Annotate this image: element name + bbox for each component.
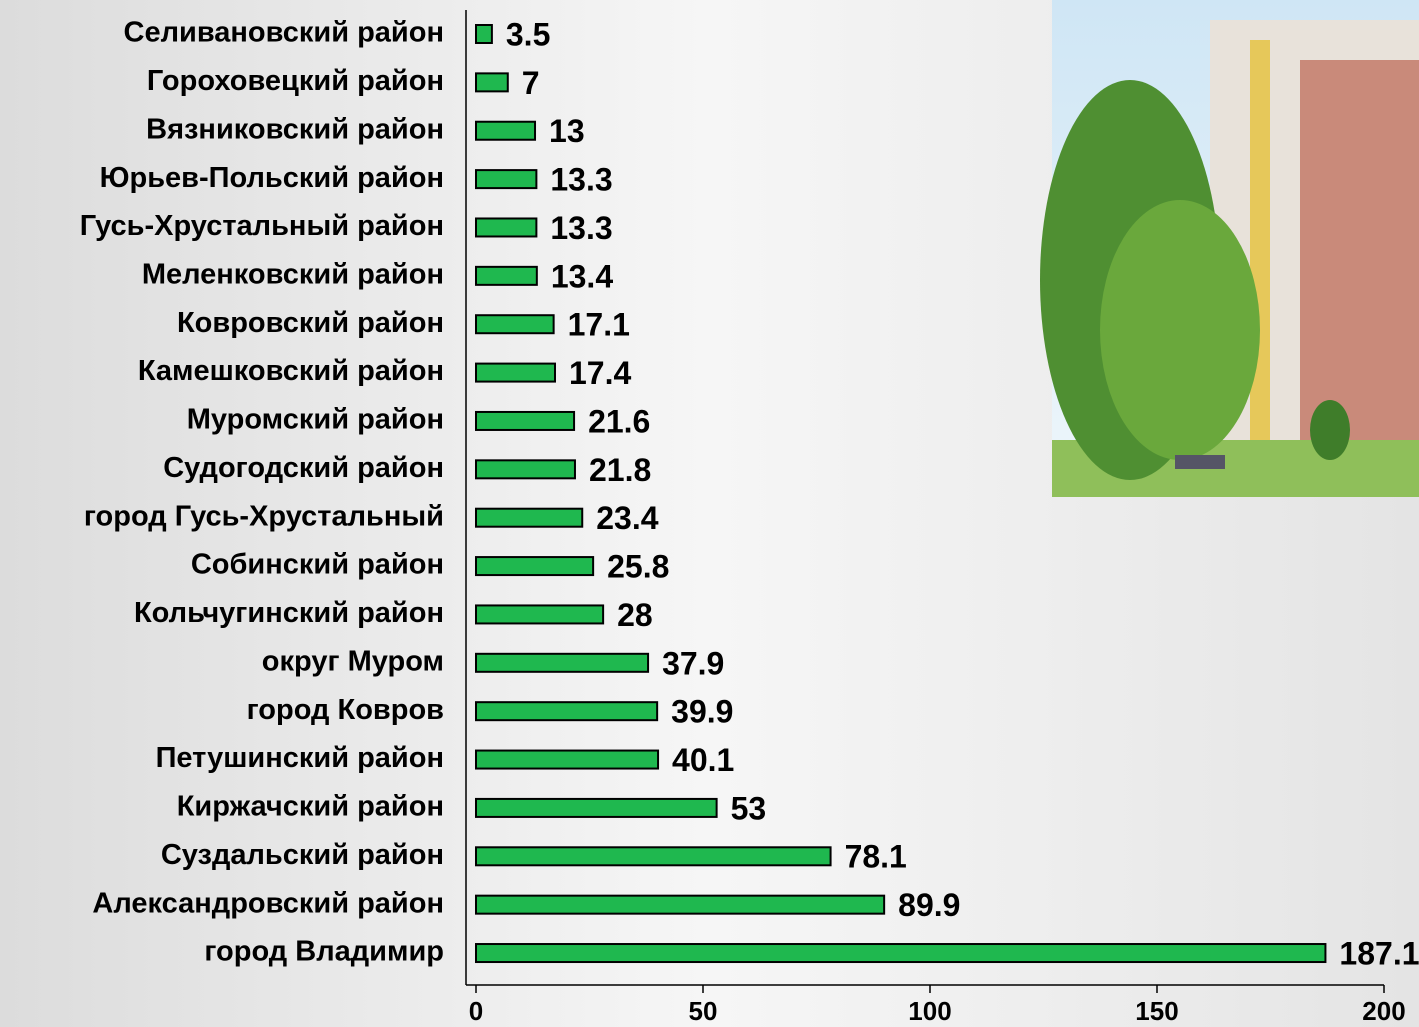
y-tick-label: Суздальский район [161,839,444,871]
x-tick-label: 50 [689,996,718,1026]
bar [475,459,576,480]
y-tick-label: Киржачский район [177,791,444,823]
bar [475,846,832,867]
bar [475,652,650,673]
bar [475,749,660,770]
y-tick-label: Муромский район [187,404,444,436]
x-tick-label: 200 [1362,996,1405,1026]
data-label: 78.1 [845,839,907,875]
data-label: 89.9 [898,887,960,923]
data-label: 21.8 [589,452,651,488]
bar [475,24,493,44]
bar [475,362,556,383]
bar [475,169,538,190]
y-tick-label: Судогодский район [163,452,444,484]
data-label: 13.3 [550,162,612,198]
y-tick-label: округ Муром [262,645,444,677]
y-tick-label: Меленковский район [142,259,444,291]
data-label: 21.6 [588,403,650,439]
y-tick-label: Собинский район [191,549,444,581]
bar [475,943,1327,964]
y-tick-label: Селивановский район [124,17,445,49]
data-label: 187.1 [1339,935,1419,971]
data-label: 37.9 [662,645,724,681]
x-tick-label: 0 [469,996,483,1026]
data-label: 7 [522,65,540,101]
data-label: 13 [549,113,585,149]
y-tick-label: Кольчугинский район [134,597,444,629]
data-label: 17.4 [569,355,631,391]
y-tick-label: Камешковский район [138,355,444,387]
bar [475,72,509,93]
data-label: 28 [617,597,653,633]
bar [475,120,537,141]
bar [475,556,595,577]
data-label: 3.5 [506,16,550,52]
data-label: 53 [731,790,767,826]
data-label: 13.3 [550,210,612,246]
bar [475,217,538,238]
x-tick-label: 150 [1135,996,1178,1026]
bar [475,507,584,528]
x-tick-label: 100 [908,996,951,1026]
bar [475,797,718,818]
bar [475,604,605,625]
y-tick-label: Александровский район [92,887,444,919]
data-label: 40.1 [672,742,734,778]
y-tick-label: город Владимир [204,936,444,968]
bar [475,265,538,286]
y-tick-label: Вязниковский район [146,113,444,145]
y-tick-label: город Ковров [247,694,444,726]
y-tick-label: Юрьев-Польский район [100,162,444,194]
bar [475,894,886,915]
data-label: 13.4 [551,258,613,294]
photo [1040,0,1419,497]
bar [475,701,659,722]
y-tick-label: Гусь-Хрустальный район [80,210,444,242]
bar [475,314,555,335]
y-tick-label: Ковровский район [177,307,444,339]
bar [475,410,576,431]
data-label: 39.9 [671,694,733,730]
y-tick-label: город Гусь-Хрустальный [84,500,444,532]
data-label: 17.1 [568,307,630,343]
y-tick-label: Петушинский район [156,742,444,774]
y-tick-label: Гороховецкий район [147,65,444,97]
data-label: 23.4 [596,500,658,536]
data-label: 25.8 [607,549,669,585]
